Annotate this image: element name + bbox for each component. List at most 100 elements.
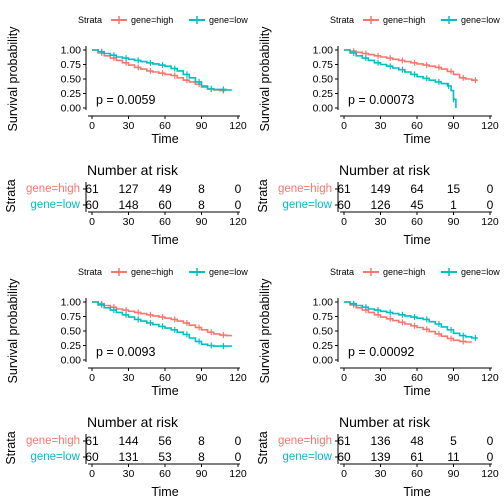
legend-label-high: gene=high bbox=[383, 15, 425, 25]
risk-count-low: 0 bbox=[487, 198, 494, 212]
risk-count-low: 45 bbox=[410, 198, 424, 212]
risk-table-y-title: Strata bbox=[256, 431, 270, 464]
x-tick-label: 30 bbox=[123, 372, 135, 384]
x-axis-title: Time bbox=[151, 132, 178, 146]
risk-table-title: Number at risk bbox=[339, 414, 431, 430]
risk-row-label-low: gene=low bbox=[282, 451, 332, 463]
risk-row-label-high: gene=high bbox=[26, 435, 80, 447]
legend-title: Strata bbox=[78, 15, 102, 25]
risk-row-label-low: gene=low bbox=[282, 199, 332, 211]
risk-x-tick-label: 90 bbox=[448, 216, 460, 228]
x-tick-label: 0 bbox=[341, 120, 347, 132]
risk-table-title: Number at risk bbox=[87, 162, 179, 178]
p-value: p = 0.0059 bbox=[96, 93, 155, 107]
y-tick-label: 0.25 bbox=[61, 88, 82, 100]
risk-count-low: 126 bbox=[370, 198, 390, 212]
y-tick-label: 1.00 bbox=[313, 45, 334, 57]
x-axis-title: Time bbox=[403, 384, 430, 398]
risk-x-tick-label: 0 bbox=[89, 216, 95, 228]
risk-count-low: 0 bbox=[235, 450, 242, 464]
risk-x-tick-label: 0 bbox=[341, 468, 347, 480]
y-tick-label: 0.50 bbox=[61, 326, 82, 338]
km-panel-4: Strata gene=high gene=low 0.00 0.25 0.50 0.75 1… bbox=[256, 267, 500, 499]
legend-title: Strata bbox=[330, 15, 354, 25]
risk-count-high: 0 bbox=[487, 182, 494, 196]
risk-count-low: 0 bbox=[487, 450, 494, 464]
p-value: p = 0.0093 bbox=[96, 345, 155, 359]
y-tick-label: 1.00 bbox=[313, 297, 334, 309]
risk-count-high: 149 bbox=[370, 182, 390, 196]
risk-x-tick-label: 60 bbox=[159, 216, 171, 228]
x-tick-label: 30 bbox=[375, 120, 387, 132]
risk-count-low: 60 bbox=[85, 450, 99, 464]
x-tick-label: 0 bbox=[89, 120, 95, 132]
risk-count-low: 60 bbox=[85, 198, 99, 212]
risk-table-y-title: Strata bbox=[4, 179, 18, 212]
y-tick-label: 0.25 bbox=[61, 340, 82, 352]
legend-label-low: gene=low bbox=[209, 15, 248, 25]
y-tick-label: 0.25 bbox=[313, 88, 334, 100]
risk-row-label-high: gene=high bbox=[278, 183, 332, 195]
risk-count-high: 8 bbox=[198, 182, 205, 196]
x-tick-label: 0 bbox=[341, 372, 347, 384]
legend-label-high: gene=high bbox=[383, 267, 425, 277]
risk-count-low: 11 bbox=[447, 450, 460, 464]
risk-count-low: 60 bbox=[158, 198, 172, 212]
risk-count-high: 49 bbox=[158, 182, 172, 196]
risk-count-high: 15 bbox=[447, 182, 461, 196]
y-tick-label: 0.00 bbox=[313, 355, 334, 367]
y-tick-label: 0.50 bbox=[61, 74, 82, 86]
risk-count-low: 1 bbox=[450, 198, 457, 212]
risk-x-tick-label: 90 bbox=[196, 216, 208, 228]
legend-label-low: gene=low bbox=[461, 267, 500, 277]
risk-x-tick-label: 120 bbox=[481, 468, 499, 480]
km-panel-2: Strata gene=high gene=low 0.00 0.25 0.50 0.75 1… bbox=[256, 15, 500, 247]
risk-x-axis-title: Time bbox=[403, 233, 430, 247]
risk-count-low: 60 bbox=[337, 198, 351, 212]
risk-x-tick-label: 60 bbox=[159, 468, 171, 480]
km-panel-1: Strata gene=high gene=low 0.00 0.25 0.50 0.75 1… bbox=[4, 15, 248, 247]
risk-x-tick-label: 30 bbox=[123, 468, 135, 480]
risk-x-tick-label: 0 bbox=[341, 216, 347, 228]
risk-table-y-title: Strata bbox=[256, 179, 270, 212]
risk-x-tick-label: 30 bbox=[375, 216, 387, 228]
risk-count-high: 144 bbox=[118, 434, 138, 448]
x-tick-label: 30 bbox=[123, 120, 135, 132]
y-tick-label: 0.00 bbox=[313, 103, 334, 115]
legend: Strata gene=high gene=low bbox=[330, 267, 500, 277]
y-tick-label: 0.75 bbox=[313, 59, 334, 71]
x-tick-label: 120 bbox=[229, 372, 247, 384]
risk-count-high: 48 bbox=[410, 434, 424, 448]
y-tick-label: 0.75 bbox=[61, 311, 82, 323]
risk-x-tick-label: 120 bbox=[229, 468, 247, 480]
y-tick-label: 0.75 bbox=[313, 311, 334, 323]
km-curve-low bbox=[92, 301, 232, 347]
y-tick-label: 0.00 bbox=[61, 103, 82, 115]
risk-count-high: 0 bbox=[487, 434, 494, 448]
legend-label-high: gene=high bbox=[131, 267, 173, 277]
risk-row-label-high: gene=high bbox=[26, 183, 80, 195]
x-tick-label: 120 bbox=[229, 120, 247, 132]
risk-table-y-title: Strata bbox=[4, 431, 18, 464]
risk-count-low: 0 bbox=[235, 198, 242, 212]
x-tick-label: 60 bbox=[411, 120, 423, 132]
risk-x-tick-label: 90 bbox=[196, 468, 208, 480]
risk-x-tick-label: 120 bbox=[229, 216, 247, 228]
risk-count-low: 53 bbox=[158, 450, 172, 464]
y-tick-label: 1.00 bbox=[61, 297, 82, 309]
risk-x-tick-label: 30 bbox=[375, 468, 387, 480]
risk-count-high: 136 bbox=[370, 434, 390, 448]
y-tick-label: 0.25 bbox=[313, 340, 334, 352]
legend: Strata gene=high gene=low bbox=[78, 267, 248, 277]
risk-row-label-low: gene=low bbox=[30, 451, 80, 463]
risk-table: Number at risk Strata gene=high 61 127 49 8 0 ge… bbox=[4, 162, 247, 247]
legend-label-high: gene=high bbox=[131, 15, 173, 25]
risk-table: Number at risk Strata gene=high 61 136 48 5 0 ge… bbox=[256, 414, 499, 499]
risk-count-low: 131 bbox=[118, 450, 138, 464]
risk-count-low: 8 bbox=[198, 198, 205, 212]
legend: Strata gene=high gene=low bbox=[330, 15, 500, 25]
legend-title: Strata bbox=[330, 267, 354, 277]
risk-x-tick-label: 30 bbox=[123, 216, 135, 228]
risk-x-axis-title: Time bbox=[151, 485, 178, 499]
risk-count-low: 148 bbox=[118, 198, 138, 212]
